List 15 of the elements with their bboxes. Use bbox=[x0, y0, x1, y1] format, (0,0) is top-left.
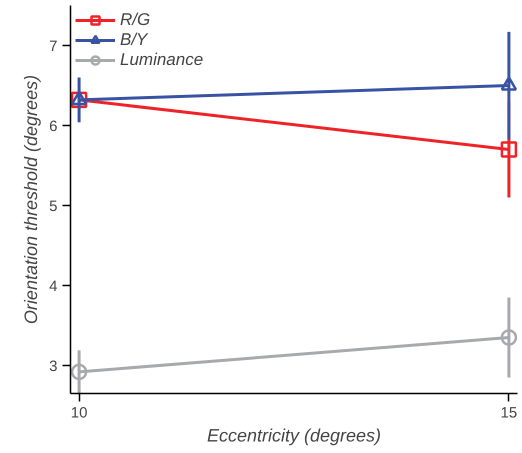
point bbox=[500, 329, 518, 346]
legend-label: Luminance bbox=[120, 50, 204, 70]
y-tick-label: 5 bbox=[49, 198, 58, 215]
x-axis-title: Eccentricity (degrees) bbox=[206, 426, 382, 446]
x-tick-label: 15 bbox=[500, 404, 518, 422]
x-tick-label: 10 bbox=[70, 404, 88, 422]
point bbox=[500, 141, 518, 158]
y-tick-label: 7 bbox=[49, 38, 58, 55]
point bbox=[70, 364, 88, 380]
y-tick-label: 3 bbox=[49, 358, 58, 375]
y-tick-label: 6 bbox=[49, 118, 58, 135]
legend-label: R/G bbox=[120, 10, 150, 30]
y-tick-label: 4 bbox=[49, 278, 58, 295]
y-axis-title: Orientation threshold (degrees) bbox=[21, 74, 42, 324]
legend-label: B/Y bbox=[120, 30, 148, 50]
